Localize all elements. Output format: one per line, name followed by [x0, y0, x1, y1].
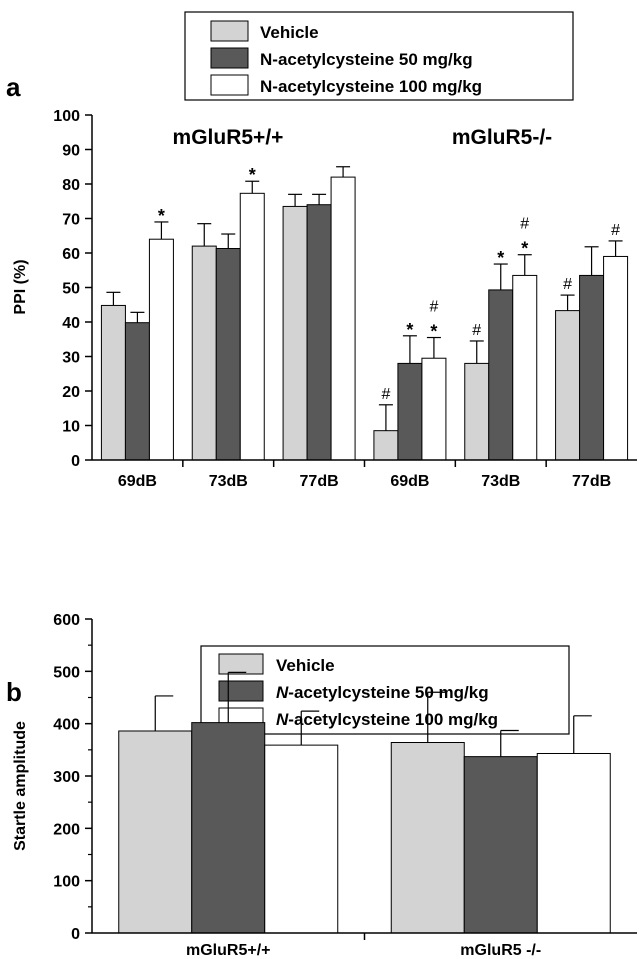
a-bar [421, 357, 447, 461]
b-bar [264, 744, 339, 934]
a-bar [306, 204, 332, 461]
panel-b-legend-swatch-nac50 [218, 680, 264, 702]
a-bar [488, 289, 514, 461]
panel-a-legend-label-nac50: N-acetylcysteine 50 mg/kg [260, 50, 473, 69]
a-significance-hash: # [563, 276, 572, 293]
panel-a: a Vehicle N-acetylcysteine 50 mg/kg N-ac… [6, 11, 637, 490]
a-ytick-label: 30 [62, 350, 80, 367]
a-bar [512, 274, 538, 461]
a-bar [239, 192, 265, 461]
panel-a-y-axis-label: PPI (%) [12, 259, 29, 314]
a-bar [603, 255, 629, 461]
a-ytick-label: 50 [62, 281, 80, 298]
a-significance-asterisk: * [249, 165, 256, 185]
a-bar [373, 430, 399, 461]
panel-b-legend-label-nac100: N-acetylcysteine 100 mg/kg [276, 710, 498, 729]
a-xtick-label: 69dB [390, 473, 429, 490]
panel-b-axes [91, 619, 637, 934]
a-bar [215, 248, 241, 461]
panel-a-x-ticks: 69dB 73dB 77dB 69dB 73dB 77dB [118, 460, 611, 490]
a-ytick-label: 80 [62, 177, 80, 194]
a-xtick-label: 77dB [572, 473, 611, 490]
b-xtick-label: mGluR5+/+ [186, 942, 270, 959]
panel-b-legend-swatch-vehicle [218, 653, 264, 675]
a-significance-asterisk: * [430, 322, 437, 342]
panel-b-x-ticks: mGluR5+/+ mGluR5 -/- [186, 933, 541, 959]
a-bar [397, 362, 423, 461]
b-ytick-label: 300 [53, 769, 80, 786]
a-bar [464, 362, 490, 461]
a-ytick-label: 20 [62, 384, 80, 401]
b-bar [536, 752, 611, 934]
panel-a-legend-box [184, 11, 574, 101]
a-significance-hash: # [611, 222, 620, 239]
panel-a-legend-label-vehicle: Vehicle [260, 23, 319, 42]
b-ytick-label: 600 [53, 612, 80, 629]
panel-a-bars: * * # * * # # * * # # # [100, 165, 629, 461]
a-ytick-label: 40 [62, 315, 80, 332]
b-bar [118, 730, 193, 934]
a-xtick-label: 73dB [481, 473, 520, 490]
a-ytick-label: 100 [53, 108, 80, 125]
panel-b-legend-label-vehicle: Vehicle [276, 656, 335, 675]
panel-b-legend-label-nac50: N-acetylcysteine 50 mg/kg [276, 683, 489, 702]
a-significance-asterisk: * [158, 206, 165, 226]
a-bar [330, 176, 356, 461]
a-significance-hash: # [520, 216, 529, 233]
a-bar [191, 245, 217, 461]
panel-a-group-title-ko: mGluR5-/- [452, 126, 552, 149]
a-xtick-label: 69dB [118, 473, 157, 490]
b-bar [390, 742, 465, 934]
panel-a-label: a [6, 72, 21, 102]
panel-b-label: b [6, 677, 22, 707]
b-bar [191, 722, 266, 934]
a-significance-hash: # [429, 299, 438, 316]
a-bar [148, 238, 174, 461]
a-xtick-label: 73dB [209, 473, 248, 490]
panel-a-legend-label-nac100: N-acetylcysteine 100 mg/kg [260, 77, 482, 96]
panel-a-y-ticks: 0 10 20 30 40 50 60 70 80 90 100 [53, 108, 92, 470]
a-significance-asterisk: * [521, 239, 528, 259]
a-bar [579, 274, 605, 461]
a-xtick-label: 77dB [300, 473, 339, 490]
a-ytick-label: 10 [62, 419, 80, 436]
a-ytick-label: 90 [62, 143, 80, 160]
b-bar [463, 756, 538, 934]
a-ytick-label: 60 [62, 246, 80, 263]
panel-a-legend-swatch-vehicle [210, 20, 249, 42]
b-ytick-label: 400 [53, 717, 80, 734]
panel-b-legend: Vehicle N-acetylcysteine 50 mg/kg N-acet… [200, 645, 570, 735]
panel-a-legend: Vehicle N-acetylcysteine 50 mg/kg N-acet… [184, 11, 574, 101]
b-ytick-label: 100 [53, 874, 80, 891]
b-xtick-label: mGluR5 -/- [460, 942, 541, 959]
a-ytick-label: 0 [71, 453, 80, 470]
panel-b-y-ticks: 0 100 200 300 400 500 600 [53, 612, 92, 943]
panel-b: b Vehicle N-acetylcysteine 50 mg/kg N-ac… [6, 612, 637, 959]
a-significance-hash: # [472, 322, 481, 339]
a-ytick-label: 70 [62, 212, 80, 229]
a-bar [282, 205, 308, 461]
panel-b-y-axis-label: Startle amplitude [12, 721, 29, 851]
a-significance-hash: # [381, 386, 390, 403]
a-bar [555, 310, 581, 461]
a-significance-asterisk: * [406, 320, 413, 340]
b-ytick-label: 0 [71, 926, 80, 943]
a-significance-asterisk: * [497, 248, 504, 268]
panel-a-axes [91, 115, 637, 461]
a-bar [100, 304, 126, 461]
panel-a-group-title-wt: mGluR5+/+ [173, 126, 284, 149]
panel-a-legend-swatch-nac100 [210, 74, 249, 96]
panel-b-bars [118, 671, 611, 934]
b-ytick-label: 200 [53, 821, 80, 838]
a-bar [124, 322, 150, 461]
panel-a-legend-swatch-nac50 [210, 47, 249, 69]
b-ytick-label: 500 [53, 664, 80, 681]
